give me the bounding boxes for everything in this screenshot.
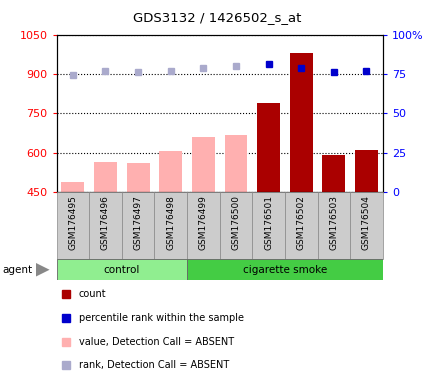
Text: cigarette smoke: cigarette smoke bbox=[242, 265, 326, 275]
Bar bbox=[284, 192, 317, 259]
Bar bbox=[224, 135, 247, 192]
Bar bbox=[187, 259, 382, 280]
Text: GSM176502: GSM176502 bbox=[296, 195, 305, 250]
Bar bbox=[219, 192, 252, 259]
Text: agent: agent bbox=[2, 265, 32, 275]
Bar bbox=[94, 162, 117, 192]
Bar bbox=[159, 151, 182, 192]
Bar bbox=[322, 155, 345, 192]
Bar bbox=[89, 192, 122, 259]
Bar bbox=[317, 192, 349, 259]
Bar bbox=[354, 150, 377, 192]
Bar bbox=[126, 162, 149, 192]
Bar bbox=[349, 192, 382, 259]
Bar bbox=[187, 192, 219, 259]
Text: GSM176499: GSM176499 bbox=[198, 195, 207, 250]
Bar bbox=[256, 103, 279, 192]
Bar bbox=[252, 192, 284, 259]
Text: GSM176495: GSM176495 bbox=[68, 195, 77, 250]
Text: GSM176504: GSM176504 bbox=[361, 195, 370, 250]
Text: rank, Detection Call = ABSENT: rank, Detection Call = ABSENT bbox=[79, 360, 228, 370]
Text: count: count bbox=[79, 289, 106, 299]
Text: GSM176497: GSM176497 bbox=[133, 195, 142, 250]
Polygon shape bbox=[36, 263, 49, 276]
Bar bbox=[56, 192, 89, 259]
Text: GSM176498: GSM176498 bbox=[166, 195, 175, 250]
Bar bbox=[154, 192, 187, 259]
Text: GSM176503: GSM176503 bbox=[329, 195, 338, 250]
Bar bbox=[289, 53, 312, 192]
Bar bbox=[56, 259, 187, 280]
Text: percentile rank within the sample: percentile rank within the sample bbox=[79, 313, 243, 323]
Bar bbox=[61, 182, 84, 192]
Text: GSM176501: GSM176501 bbox=[263, 195, 273, 250]
Text: GSM176496: GSM176496 bbox=[101, 195, 110, 250]
Bar bbox=[191, 137, 214, 192]
Text: GDS3132 / 1426502_s_at: GDS3132 / 1426502_s_at bbox=[133, 12, 301, 25]
Text: GSM176500: GSM176500 bbox=[231, 195, 240, 250]
Text: value, Detection Call = ABSENT: value, Detection Call = ABSENT bbox=[79, 336, 233, 347]
Text: control: control bbox=[103, 265, 140, 275]
Bar bbox=[122, 192, 154, 259]
